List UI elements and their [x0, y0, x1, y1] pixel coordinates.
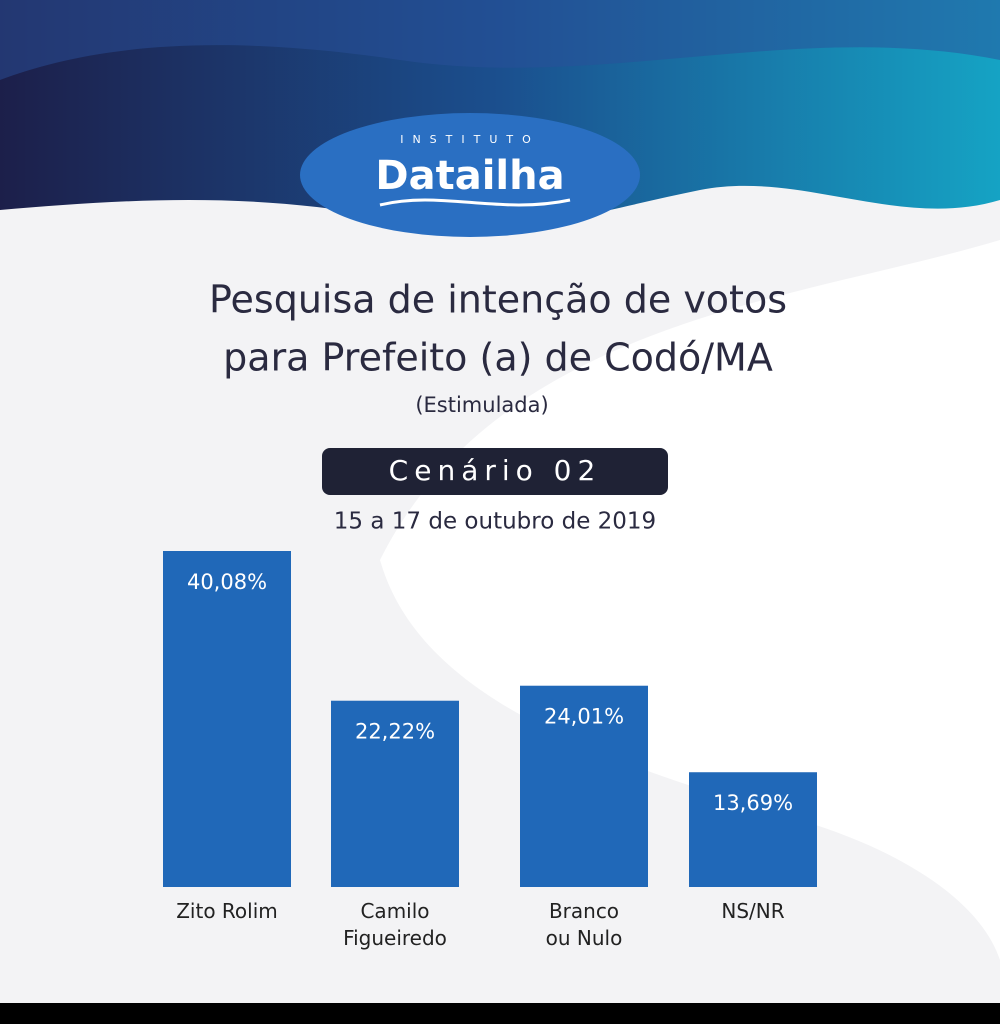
title-line: para Prefeito (a) de Codó/MA — [223, 336, 773, 380]
category-label: NS/NR — [721, 899, 785, 923]
bg-shape — [380, 240, 1000, 960]
logo-swoosh — [379, 198, 571, 207]
bar-label: 24,01% — [544, 705, 624, 729]
bar — [520, 685, 648, 887]
subtitle: (Estimulada) — [415, 393, 548, 417]
scenario: Cenário 02 — [389, 454, 602, 487]
date: 15 a 17 de outubro de 2019 — [334, 509, 656, 535]
bar — [689, 772, 817, 887]
header-wave-light — [0, 0, 1000, 80]
logo-top: INSTITUTO — [400, 133, 540, 146]
header-wave — [0, 0, 1000, 227]
logo-name: Datailha — [375, 153, 564, 199]
bar-label: 40,08% — [187, 570, 267, 594]
category-label: Camilo Figueiredo — [343, 899, 447, 950]
bar — [163, 551, 291, 887]
bar-label: 22,22% — [355, 720, 435, 744]
category-label: Branco ou Nulo — [545, 899, 623, 950]
scenario-badge — [322, 448, 668, 495]
bottom-bar — [0, 1003, 1000, 1024]
logo-ellipse — [300, 113, 640, 237]
category-label: Zito Rolim — [176, 899, 278, 923]
bar — [331, 700, 459, 887]
title-line: Pesquisa de intenção de votos — [209, 278, 787, 322]
bar-label: 13,69% — [713, 791, 793, 815]
